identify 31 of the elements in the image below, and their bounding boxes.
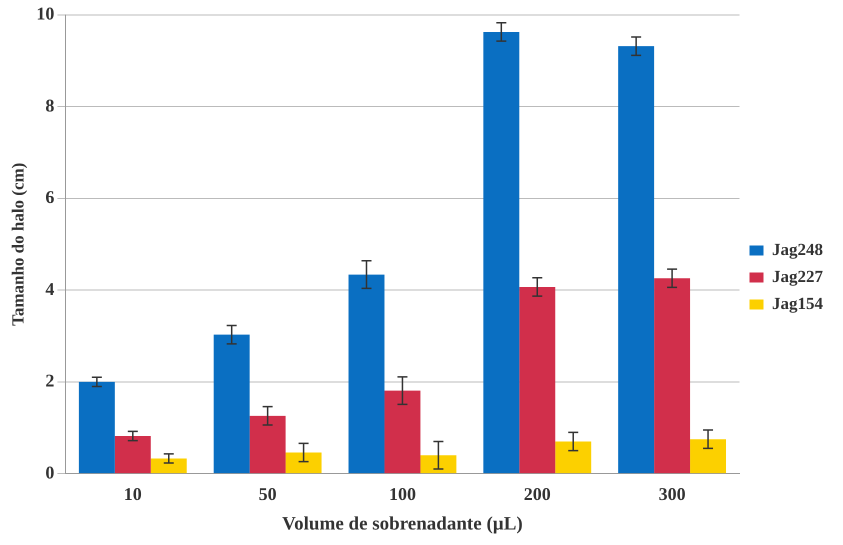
y-tick-label: 8	[45, 95, 54, 116]
bar	[384, 390, 420, 474]
y-tick-label: 10	[36, 4, 54, 24]
bar	[483, 32, 520, 474]
legend-label: Jag154	[772, 294, 824, 313]
bar	[78, 382, 115, 474]
bar	[420, 455, 456, 474]
y-axis-title: Tamanho do halo (cm)	[8, 162, 28, 326]
x-tick-label: 10	[124, 484, 142, 504]
bar	[348, 274, 384, 474]
bar	[654, 278, 690, 474]
bar	[286, 452, 322, 474]
bar	[618, 46, 654, 474]
y-tick-label: 2	[45, 370, 54, 391]
x-tick-label: 100	[388, 484, 416, 504]
bar	[250, 416, 286, 474]
bar	[519, 286, 556, 474]
y-tick-label: 6	[45, 187, 54, 208]
y-tick-label: 4	[45, 278, 54, 299]
bar	[214, 334, 250, 474]
x-tick-label: 300	[658, 484, 686, 504]
bar	[690, 439, 726, 474]
x-tick-label: 50	[258, 484, 277, 504]
legend-label: Jag227	[772, 266, 824, 286]
bar	[555, 442, 592, 474]
x-axis-title: Volume de sobrenadante (µL)	[282, 514, 523, 535]
legend-label: Jag248	[772, 240, 823, 259]
bar	[150, 458, 187, 474]
y-tick-label: 0	[45, 462, 54, 482]
x-tick-label: 200	[524, 484, 551, 504]
bar	[114, 436, 151, 474]
